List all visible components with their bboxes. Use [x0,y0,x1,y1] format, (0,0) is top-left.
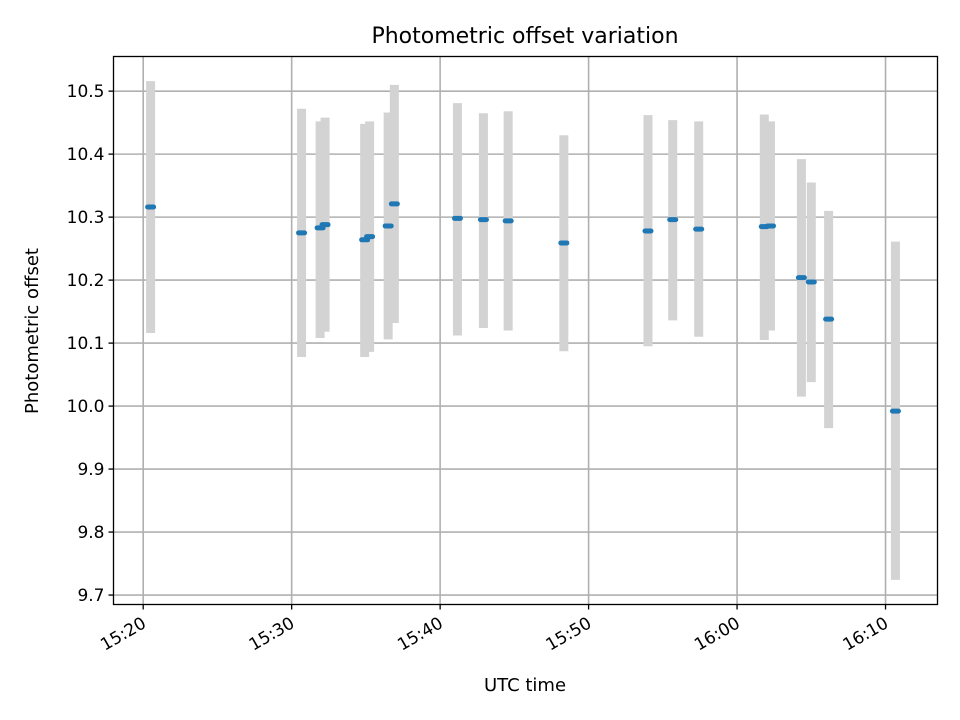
x-tick-label: 16:10 [840,614,892,656]
x-tick-label: 15:30 [246,614,298,656]
data-point-layer [145,201,901,414]
x-tick-label: 15:40 [394,614,446,656]
x-axis-ticks: 15:20 15:30 15:40 15:50 16:00 16:10 [97,604,892,656]
y-axis-label: Photometric offset [22,248,43,414]
chart-title: Photometric offset variation [371,24,678,49]
x-tick-label: 15:50 [543,614,595,656]
y-tick-label: 10.1 [67,334,105,354]
y-tick-label: 9.8 [77,523,104,543]
y-tick-label: 10.4 [67,145,105,165]
x-tick-label: 15:20 [97,614,149,656]
x-tick-label: 16:00 [691,614,743,656]
y-tick-label: 9.7 [77,586,104,606]
y-tick-label: 10.0 [67,397,105,417]
y-tick-label: 10.2 [67,271,105,291]
x-axis-label: UTC time [484,675,566,696]
y-tick-label: 9.9 [77,460,104,480]
plot-frame [112,55,939,606]
y-tick-label: 10.5 [67,82,105,102]
error-bar-layer [146,81,900,580]
y-tick-label: 10.3 [67,208,105,228]
y-axis-ticks: 9.7 9.8 9.9 10.0 10.1 10.2 10.3 10.4 10.5 [67,82,114,606]
